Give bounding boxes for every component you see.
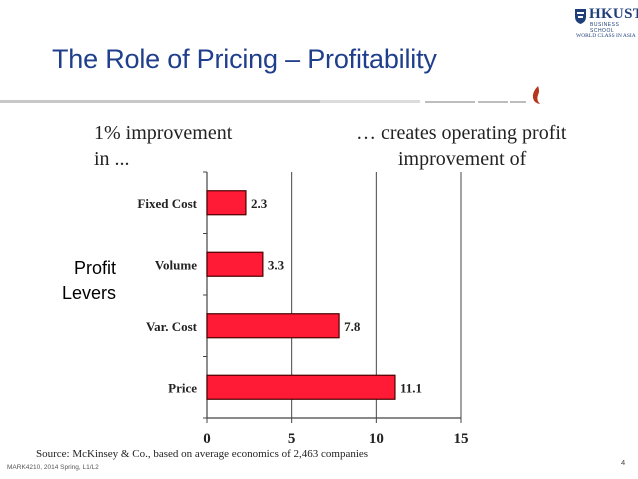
logo-subtitle: BUSINESS SCHOOL [590,22,620,34]
bar-fixed-cost [206,190,247,216]
data-label-var-cost: 7.8 [344,319,361,334]
bar-var-cost [206,313,340,339]
logo-name: HKUST [589,6,638,22]
slide-title: The Role of Pricing – Profitability [52,44,437,74]
data-label-volume: 3.3 [268,257,285,272]
data-label-fixed-cost: 2.3 [251,196,268,211]
title-divider [0,100,526,103]
course-footer: MARK4210, 2014 Spring, L1/L2 [7,464,99,471]
bar-volume [206,251,264,277]
header-right-line-1: … creates operating profit [356,122,567,144]
profit-levers-line-2: Levers [61,283,116,303]
category-label-price: Price [168,380,197,395]
bar-price [206,374,396,400]
x-tick-label-0: 0 [203,431,211,447]
category-label-var-cost: Var. Cost [146,319,198,334]
profit-levers-label: Profit Levers [36,256,116,306]
x-tick-label-15: 15 [454,431,469,447]
source-note: Source: McKinsey & Co., based on average… [36,448,369,460]
page-number: 4 [621,458,626,467]
header-left: 1% improvement in ... [94,120,232,172]
flame-icon [532,86,540,104]
header-right: … creates operating profit improvement o… [356,120,566,172]
header-right-line-2: improvement of [398,148,527,170]
category-label-volume: Volume [155,257,197,272]
hkust-logo: HKUST BUSINESS SCHOOL WORLD CLASS IN ASI… [574,6,638,40]
shield-icon [575,9,586,24]
profit-levers-line-1: Profit [73,258,116,278]
header-left-line-2: in ... [94,148,130,170]
x-tick-label-10: 10 [369,431,384,447]
category-label-fixed-cost: Fixed Cost [137,196,197,211]
x-tick-label-5: 5 [288,431,296,447]
data-label-price: 11.1 [400,380,422,395]
logo-tagline: WORLD CLASS IN ASIA [576,33,636,39]
header-left-line-1: 1% improvement [94,122,233,144]
